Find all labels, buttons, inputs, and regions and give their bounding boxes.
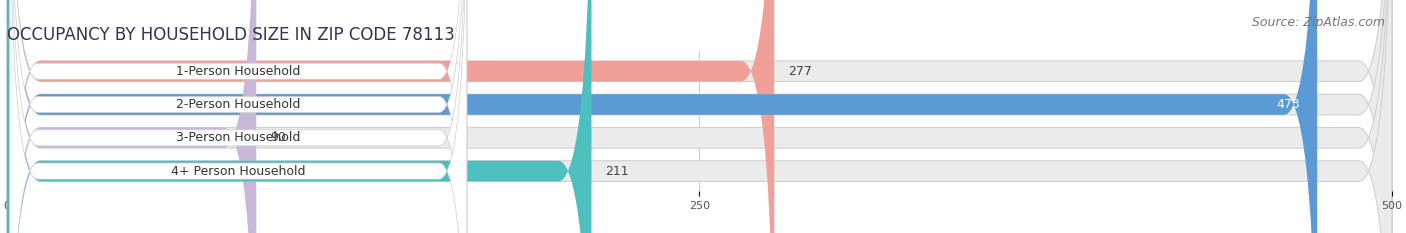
- FancyBboxPatch shape: [10, 0, 467, 233]
- Text: 473: 473: [1277, 98, 1301, 111]
- FancyBboxPatch shape: [10, 0, 467, 233]
- FancyBboxPatch shape: [7, 0, 256, 233]
- FancyBboxPatch shape: [7, 0, 1317, 233]
- FancyBboxPatch shape: [7, 0, 1392, 233]
- Text: 4+ Person Household: 4+ Person Household: [172, 164, 305, 178]
- Text: 90: 90: [270, 131, 285, 144]
- Text: 211: 211: [606, 164, 628, 178]
- FancyBboxPatch shape: [7, 0, 592, 233]
- FancyBboxPatch shape: [10, 0, 467, 233]
- Text: 3-Person Household: 3-Person Household: [176, 131, 301, 144]
- Text: 1-Person Household: 1-Person Household: [176, 65, 301, 78]
- Text: OCCUPANCY BY HOUSEHOLD SIZE IN ZIP CODE 78113: OCCUPANCY BY HOUSEHOLD SIZE IN ZIP CODE …: [7, 26, 454, 44]
- Text: 277: 277: [789, 65, 813, 78]
- Text: Source: ZipAtlas.com: Source: ZipAtlas.com: [1251, 16, 1385, 29]
- FancyBboxPatch shape: [7, 0, 1392, 233]
- FancyBboxPatch shape: [7, 0, 1392, 233]
- FancyBboxPatch shape: [7, 0, 1392, 233]
- Text: 2-Person Household: 2-Person Household: [176, 98, 301, 111]
- FancyBboxPatch shape: [10, 0, 467, 233]
- FancyBboxPatch shape: [7, 0, 775, 233]
